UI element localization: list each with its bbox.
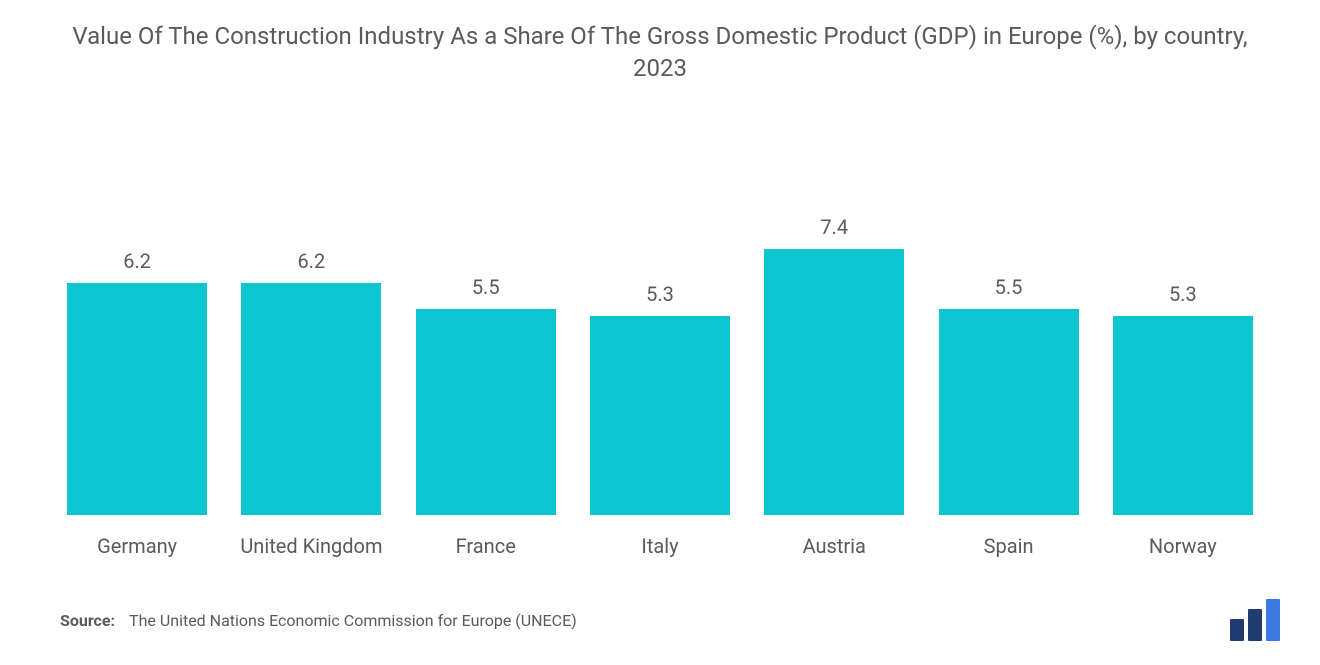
logo-bar <box>1266 599 1280 641</box>
bar-group: 6.2 <box>50 215 224 515</box>
bar-group: 5.5 <box>399 215 573 515</box>
bar-value-label: 6.2 <box>298 249 326 273</box>
bar-value-label: 5.3 <box>1169 282 1197 306</box>
source-line: Source: The United Nations Economic Comm… <box>60 611 577 630</box>
logo-bar <box>1248 609 1262 641</box>
category-labels-row: GermanyUnited KingdomFranceItalyAustriaS… <box>0 525 1320 559</box>
footer: Source: The United Nations Economic Comm… <box>0 559 1320 665</box>
category-label: Germany <box>50 533 224 559</box>
category-label: Norway <box>1096 533 1270 559</box>
category-label: Italy <box>573 533 747 559</box>
bar <box>241 283 381 516</box>
category-label: United Kingdom <box>224 533 398 559</box>
bar-group: 6.2 <box>224 215 398 515</box>
source-text: The United Nations Economic Commission f… <box>129 611 577 630</box>
bar <box>1113 316 1253 515</box>
category-label: Austria <box>747 533 921 559</box>
bars-row: 6.2 6.2 5.5 5.3 7.4 5.5 5.3 <box>50 215 1270 515</box>
brand-logo <box>1230 599 1280 641</box>
logo-bar <box>1230 619 1244 641</box>
bar <box>764 249 904 515</box>
title-area: Value Of The Construction Industry As a … <box>0 0 1320 95</box>
bar <box>416 309 556 515</box>
chart-title: Value Of The Construction Industry As a … <box>60 20 1260 85</box>
bar-value-label: 5.5 <box>995 275 1023 299</box>
chart-container: Value Of The Construction Industry As a … <box>0 0 1320 665</box>
chart-plot-area: 6.2 6.2 5.5 5.3 7.4 5.5 5.3 <box>0 95 1320 525</box>
bar-value-label: 7.4 <box>820 215 848 239</box>
bar-value-label: 6.2 <box>123 249 151 273</box>
bar <box>939 309 1079 515</box>
bar-group: 7.4 <box>747 215 921 515</box>
bar-group: 5.5 <box>921 215 1095 515</box>
bar-value-label: 5.3 <box>646 282 674 306</box>
category-label: Spain <box>921 533 1095 559</box>
bar-value-label: 5.5 <box>472 275 500 299</box>
bar-group: 5.3 <box>1096 215 1270 515</box>
bar <box>67 283 207 516</box>
bar-group: 5.3 <box>573 215 747 515</box>
source-label: Source: <box>60 611 115 630</box>
category-label: France <box>399 533 573 559</box>
bar <box>590 316 730 515</box>
